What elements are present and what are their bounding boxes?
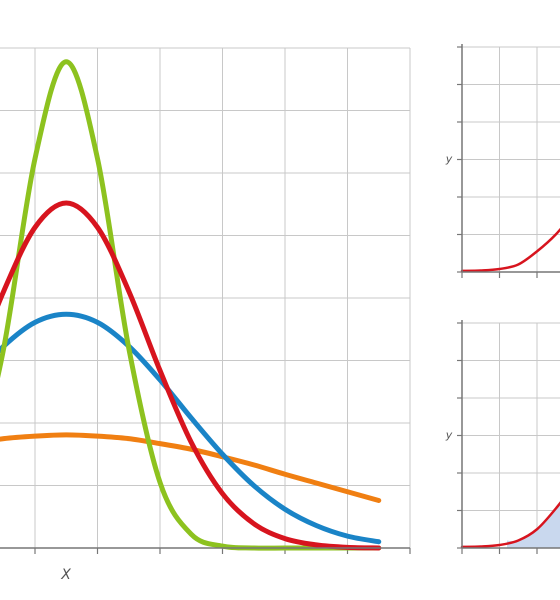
line [0, 59, 382, 551]
panel: X [0, 47, 411, 583]
line [0, 200, 382, 551]
line [0, 311, 382, 545]
y-axis-label: y [445, 429, 453, 442]
panel: y [445, 320, 560, 554]
x-axis-label: X [60, 567, 71, 583]
line [460, 227, 560, 273]
shaded-area [507, 503, 560, 548]
y-axis-label: y [445, 153, 453, 166]
line [0, 432, 382, 503]
panel: y [445, 44, 560, 278]
line [460, 501, 560, 549]
